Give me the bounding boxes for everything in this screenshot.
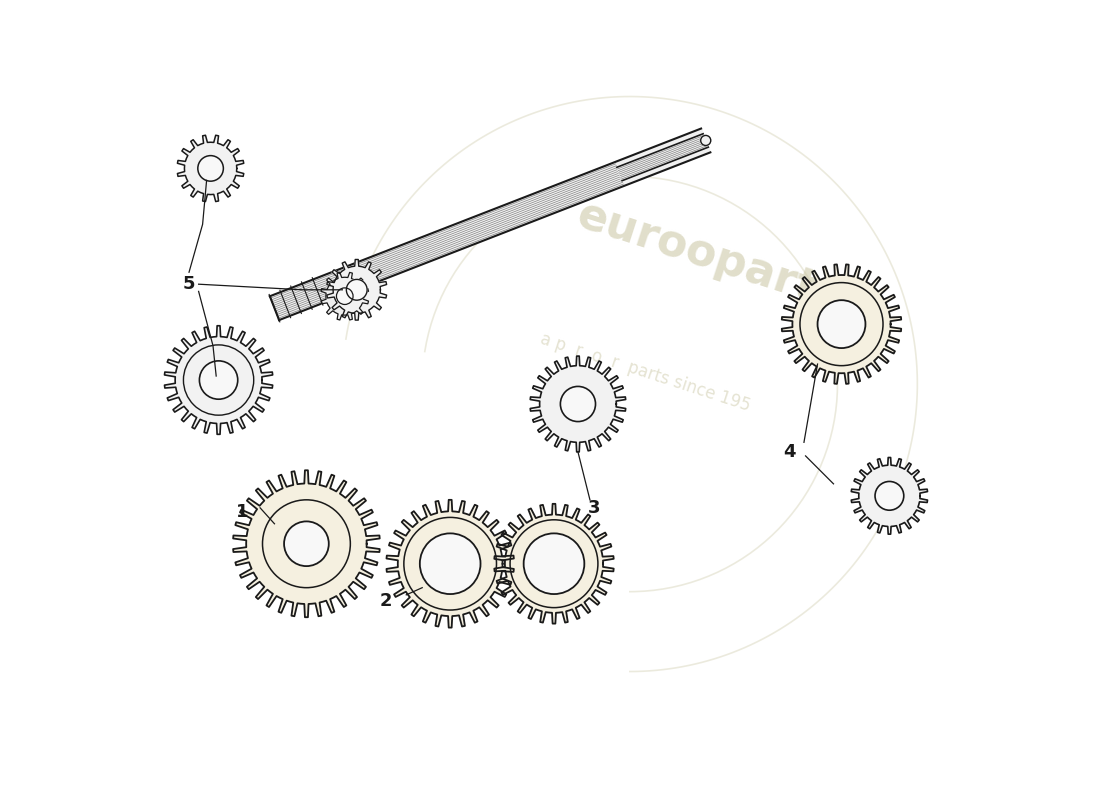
- Text: 4: 4: [783, 443, 795, 461]
- Circle shape: [524, 534, 584, 594]
- Circle shape: [701, 135, 711, 146]
- Text: 1: 1: [236, 503, 249, 521]
- Polygon shape: [327, 259, 386, 320]
- Polygon shape: [270, 129, 711, 320]
- Circle shape: [346, 279, 367, 300]
- Polygon shape: [851, 458, 927, 534]
- Polygon shape: [386, 500, 514, 627]
- Circle shape: [817, 300, 866, 348]
- Circle shape: [337, 288, 353, 305]
- Text: 3: 3: [587, 499, 601, 517]
- Text: eurooparts: eurooparts: [572, 193, 848, 319]
- Polygon shape: [177, 135, 244, 202]
- Text: 5: 5: [183, 275, 196, 294]
- Circle shape: [199, 361, 238, 399]
- Polygon shape: [494, 504, 614, 623]
- Circle shape: [198, 156, 223, 181]
- Polygon shape: [530, 356, 626, 452]
- Circle shape: [420, 534, 481, 594]
- Circle shape: [284, 522, 329, 566]
- Text: a p  r  o  r  parts since 195: a p r o r parts since 195: [539, 330, 754, 414]
- Polygon shape: [782, 265, 901, 384]
- Polygon shape: [321, 273, 368, 320]
- Polygon shape: [165, 326, 273, 434]
- Circle shape: [560, 386, 595, 422]
- Polygon shape: [617, 134, 708, 181]
- Text: 2: 2: [379, 592, 393, 610]
- Circle shape: [874, 482, 904, 510]
- Polygon shape: [233, 470, 380, 618]
